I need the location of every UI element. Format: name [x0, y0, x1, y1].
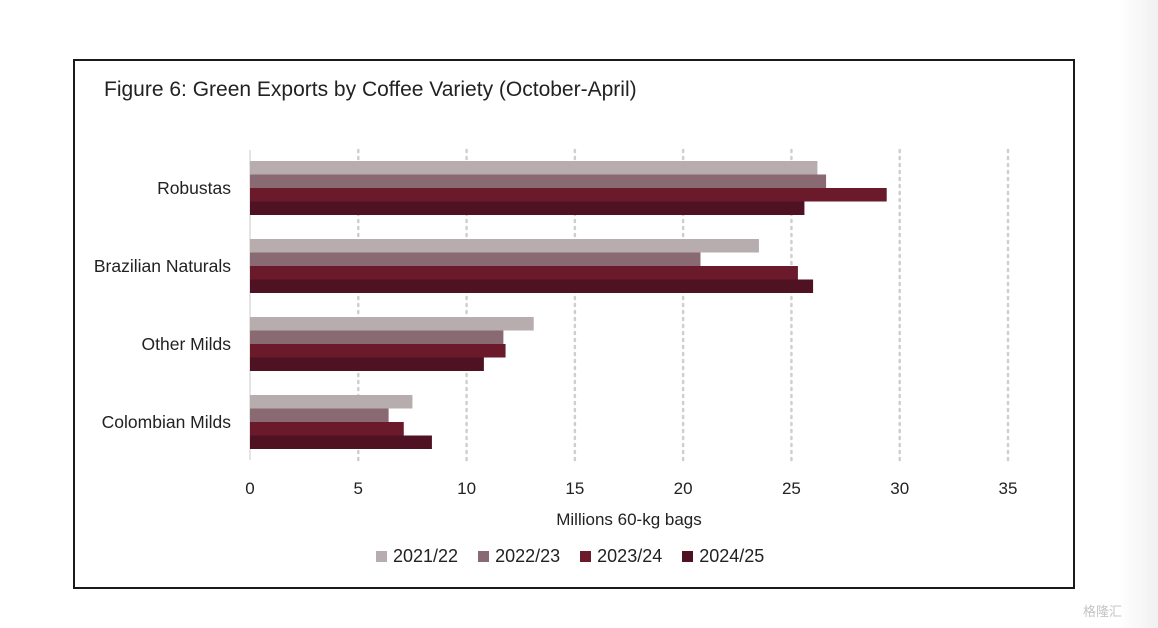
bar: [250, 395, 413, 409]
category-label: Robustas: [157, 178, 231, 198]
bar: [250, 188, 887, 202]
legend-label: 2021/22: [393, 546, 459, 566]
bar: [250, 317, 534, 331]
watermark-logo: 格隆汇: [1083, 604, 1123, 619]
category-label: Colombian Milds: [102, 412, 232, 432]
legend-item: 2022/23: [478, 546, 560, 567]
bar: [250, 266, 798, 280]
legend-swatch: [478, 551, 490, 562]
x-tick-label: 30: [890, 479, 909, 498]
category-label: Brazilian Naturals: [94, 256, 231, 276]
legend-label: 2022/23: [495, 546, 561, 566]
bar: [250, 344, 506, 358]
category-label: Other Milds: [142, 334, 232, 354]
bar: [250, 408, 389, 422]
bar: [250, 422, 404, 436]
legend-swatch: [682, 551, 694, 562]
bar: [250, 201, 805, 215]
bar: [250, 161, 818, 175]
x-tick-label: 0: [245, 479, 254, 498]
legend-swatch: [376, 551, 387, 562]
bar: [250, 279, 814, 293]
x-tick-labels: 0 5 10 15 20 25 30 35: [245, 479, 1017, 498]
legend-label: 2023/24: [597, 546, 663, 566]
page-edge-shade: [1118, 0, 1158, 628]
legend-item: 2024/25: [682, 546, 764, 567]
bar: [250, 239, 759, 253]
x-tick-label: 25: [782, 479, 801, 498]
bar: [250, 435, 432, 449]
legend: 2021/22 2022/23 2023/24 2024/25: [376, 546, 764, 567]
x-tick-label: 5: [354, 479, 363, 498]
bar: [250, 330, 504, 344]
chart-title: Figure 6: Green Exports by Coffee Variet…: [104, 78, 637, 101]
x-tick-label: 20: [674, 479, 693, 498]
category-labels: Robustas Brazilian Naturals Other Milds Col…: [94, 178, 231, 432]
x-axis-label: Millions 60-kg bags: [556, 510, 702, 529]
bars: [250, 161, 887, 449]
bar: [250, 357, 484, 371]
legend-item: 2023/24: [580, 546, 662, 567]
bar: [250, 174, 827, 188]
legend-swatch: [580, 551, 592, 562]
x-tick-label: 35: [999, 479, 1018, 498]
x-tick-label: 10: [457, 479, 476, 498]
bar: [250, 252, 701, 266]
chart-frame: [73, 59, 1075, 589]
legend-label: 2024/25: [699, 546, 765, 566]
legend-item: 2021/22: [376, 546, 458, 567]
x-tick-label: 15: [565, 479, 584, 498]
